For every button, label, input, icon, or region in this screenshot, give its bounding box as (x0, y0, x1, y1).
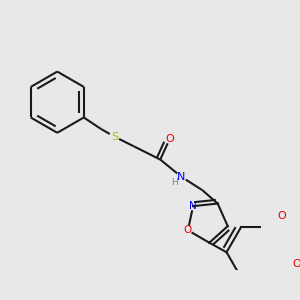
Text: O: O (278, 211, 286, 221)
Text: S: S (111, 132, 118, 142)
Text: O: O (166, 134, 174, 143)
Text: H: H (171, 178, 178, 187)
Text: N: N (177, 172, 185, 182)
Text: O: O (184, 225, 192, 235)
Text: O: O (292, 259, 300, 269)
Text: N: N (189, 201, 197, 211)
